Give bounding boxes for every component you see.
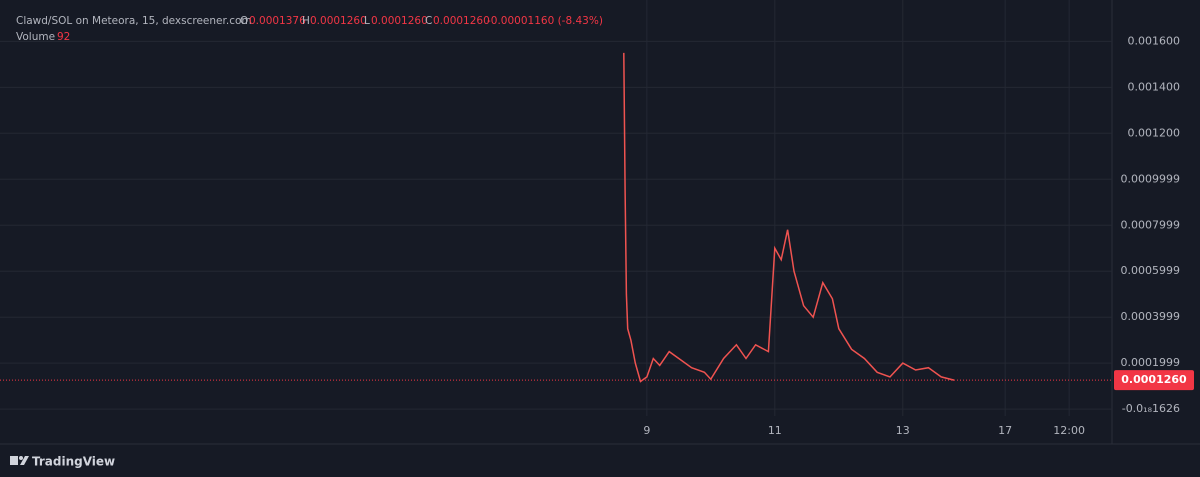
y-tick-label: 0.001200 [1128, 126, 1181, 139]
ohlc-label: L [364, 15, 370, 27]
ohlc-value: 0.0001260 [433, 15, 490, 27]
x-tick-label: 12:00 [1053, 424, 1085, 437]
y-tick-label: 0.0003999 [1121, 310, 1181, 323]
y-tick-label: 0.001600 [1128, 34, 1181, 47]
last-price-label: 0.0001260 [1121, 373, 1187, 386]
last-price-box [1114, 370, 1194, 391]
volume-label: Volume [16, 31, 55, 43]
y-tick-label: -0.0₁₈1626 [1122, 402, 1180, 415]
logo [10, 456, 29, 465]
ohlc-value: 0.0001376 [249, 15, 306, 27]
ohlc-label: O [240, 15, 248, 27]
x-tick-label: 17 [998, 424, 1012, 437]
brand: TradingView [32, 455, 115, 469]
y-tick-label: 0.0001999 [1121, 356, 1181, 369]
y-tick-label: 0.0009999 [1121, 172, 1181, 185]
x-tick-label: 9 [643, 424, 650, 437]
ohlc-label: C [425, 15, 432, 27]
x-tick-label: 11 [768, 424, 782, 437]
change: -0.00001160 (-8.43%) [487, 15, 603, 27]
ohlc-label: H [302, 15, 310, 27]
symbol: Clawd/SOL on Meteora, 15, dexscreener.co… [16, 15, 252, 27]
x-tick-label: 13 [896, 424, 910, 437]
ohlc-value: 0.0001260 [371, 15, 428, 27]
y-tick-label: 0.0007999 [1121, 218, 1181, 231]
volume-value: 92 [57, 31, 70, 43]
y-tick-label: 0.001400 [1128, 80, 1181, 93]
y-tick-label: 0.0005999 [1121, 264, 1181, 277]
price-line [623, 52, 955, 383]
ohlc-value: 0.0001260 [310, 15, 367, 27]
